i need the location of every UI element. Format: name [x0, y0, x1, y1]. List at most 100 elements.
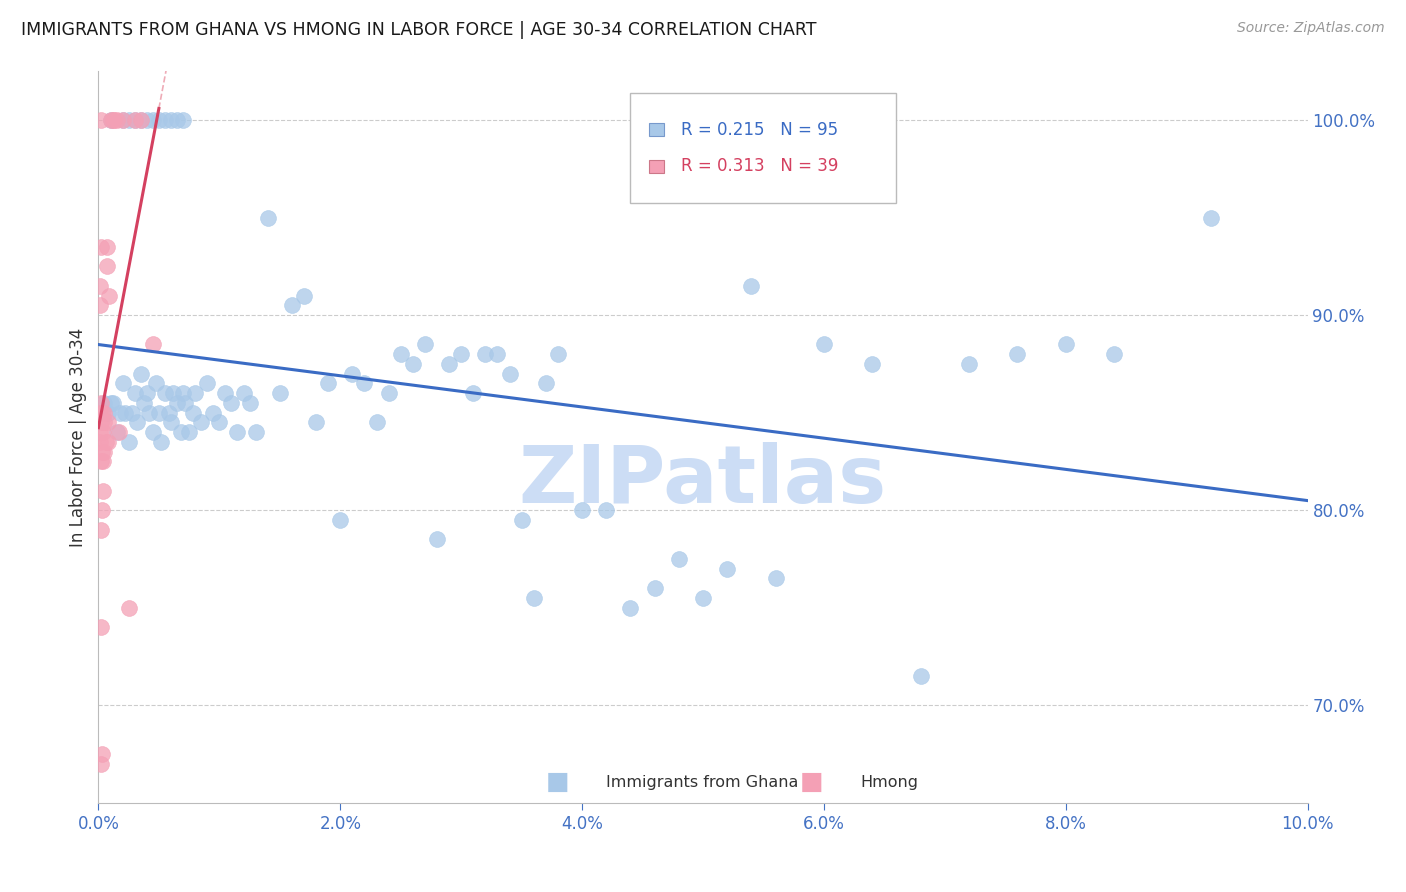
Point [716, 562, 738, 576]
Point [111, 113, 134, 128]
Point [342, 367, 364, 381]
Point [91, 454, 114, 468]
Point [90, 620, 112, 634]
Point [329, 513, 352, 527]
Point [124, 113, 146, 128]
Point [1007, 347, 1029, 361]
Point [97, 416, 120, 430]
Point [89, 279, 111, 293]
Point [142, 425, 165, 440]
Point [148, 113, 170, 128]
Point [498, 367, 520, 381]
Point [89, 425, 111, 440]
Point [166, 396, 188, 410]
Point [166, 113, 188, 128]
Point [89, 406, 111, 420]
Point [90, 416, 112, 430]
Point [101, 113, 124, 128]
Point [111, 376, 134, 391]
Point [135, 386, 157, 401]
Point [142, 337, 165, 351]
Point [96, 260, 118, 274]
Point [486, 347, 509, 361]
Point [93, 444, 115, 458]
Point [523, 591, 546, 605]
Point [100, 113, 122, 128]
Point [114, 406, 136, 420]
Point [100, 113, 122, 128]
Text: R = 0.215   N = 95: R = 0.215 N = 95 [682, 121, 838, 139]
Point [93, 396, 115, 410]
Point [571, 503, 593, 517]
Bar [630, 94, 897, 203]
Point [118, 600, 141, 615]
Point [118, 113, 141, 128]
Point [91, 483, 114, 498]
Point [160, 416, 183, 430]
Point [97, 434, 120, 449]
Point [692, 591, 714, 605]
Point [190, 416, 212, 430]
Point [98, 288, 121, 302]
Point [97, 406, 120, 420]
Point [208, 416, 231, 430]
Point [292, 288, 315, 302]
Point [145, 376, 167, 391]
Point [90, 240, 112, 254]
Point [1102, 347, 1125, 361]
Point [366, 416, 388, 430]
Point [860, 357, 883, 371]
Point [221, 396, 243, 410]
Point [138, 406, 160, 420]
Point [1054, 337, 1077, 351]
Point [93, 406, 115, 420]
Point [93, 416, 115, 430]
Y-axis label: In Labor Force | Age 30-34: In Labor Force | Age 30-34 [69, 327, 87, 547]
Text: ■: ■ [546, 770, 569, 794]
Point [595, 503, 617, 517]
Point [174, 396, 197, 410]
Point [172, 113, 194, 128]
Point [305, 416, 328, 430]
Point [142, 113, 165, 128]
Point [1199, 211, 1222, 225]
Point [619, 600, 641, 615]
Point [239, 396, 262, 410]
Point [184, 386, 207, 401]
Point [129, 113, 152, 128]
Point [426, 533, 449, 547]
Point [103, 113, 125, 128]
Bar [648, 160, 664, 173]
Point [91, 425, 114, 440]
Point [89, 298, 111, 312]
Point [89, 434, 111, 449]
Point [179, 425, 201, 440]
Point [135, 113, 157, 128]
Point [162, 386, 184, 401]
Point [740, 279, 762, 293]
Point [91, 444, 114, 458]
Point [157, 406, 180, 420]
Point [534, 376, 557, 391]
Point [124, 113, 146, 128]
Point [474, 347, 496, 361]
Point [90, 113, 112, 128]
Point [90, 454, 112, 468]
Point [214, 386, 236, 401]
Text: Immigrants from Ghana: Immigrants from Ghana [606, 775, 799, 790]
Point [316, 376, 339, 391]
Point [813, 337, 835, 351]
Point [90, 756, 112, 771]
Point [134, 396, 156, 410]
Point [96, 240, 118, 254]
Point [181, 406, 204, 420]
Point [129, 367, 152, 381]
Point [437, 357, 460, 371]
Point [105, 425, 128, 440]
Point [90, 396, 112, 410]
Text: IMMIGRANTS FROM GHANA VS HMONG IN LABOR FORCE | AGE 30-34 CORRELATION CHART: IMMIGRANTS FROM GHANA VS HMONG IN LABOR … [21, 21, 817, 38]
Point [668, 552, 690, 566]
Point [153, 113, 176, 128]
Point [232, 386, 254, 401]
Point [269, 386, 291, 401]
